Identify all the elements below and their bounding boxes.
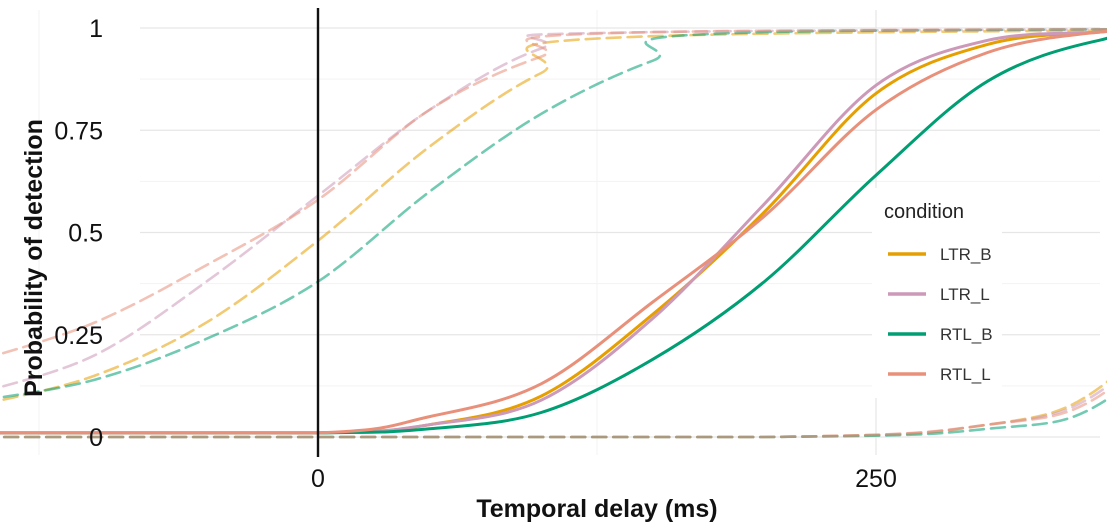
y-tick-label: 0.5 [68, 220, 103, 248]
y-tick-label: 0 [89, 424, 103, 452]
y-tick-label: 0.25 [54, 322, 103, 350]
y-tick-label: 0.75 [54, 117, 103, 145]
legend-label-ltr-l: LTR_L [940, 285, 990, 304]
series-line-rtl-l-solid-3 [0, 29, 1107, 435]
legend-label-rtl-l: RTL_L [940, 365, 991, 384]
legend: condition LTR_B LTR_L RTL_B RTL_L [872, 188, 1002, 398]
legend-label-rtl-b: RTL_B [940, 325, 993, 344]
legend-title: condition [884, 201, 964, 223]
series-line-rtl-b-dashed-6 [0, 28, 1107, 399]
y-axis-title: Probability of detection [20, 119, 48, 397]
axis-ticks: 00.250.50.7510250500 [54, 15, 897, 493]
y-tick-label: 1 [89, 15, 103, 43]
series-line-rtl-b-solid-2 [0, 36, 1107, 435]
plot-area [0, 8, 1107, 457]
x-tick-label: 0 [311, 465, 325, 493]
series-line-rtl-l-dashed-11 [0, 389, 1107, 439]
x-axis-title: Temporal delay (ms) [476, 495, 717, 523]
legend-label-ltr-b: LTR_B [940, 245, 992, 264]
series-line-ltr-l-dashed-5 [0, 28, 1107, 389]
x-tick-label: 250 [855, 465, 897, 493]
series-line-rtl-l-dashed-7 [0, 27, 1107, 356]
series-line-ltr-b-dashed-4 [0, 29, 1107, 402]
